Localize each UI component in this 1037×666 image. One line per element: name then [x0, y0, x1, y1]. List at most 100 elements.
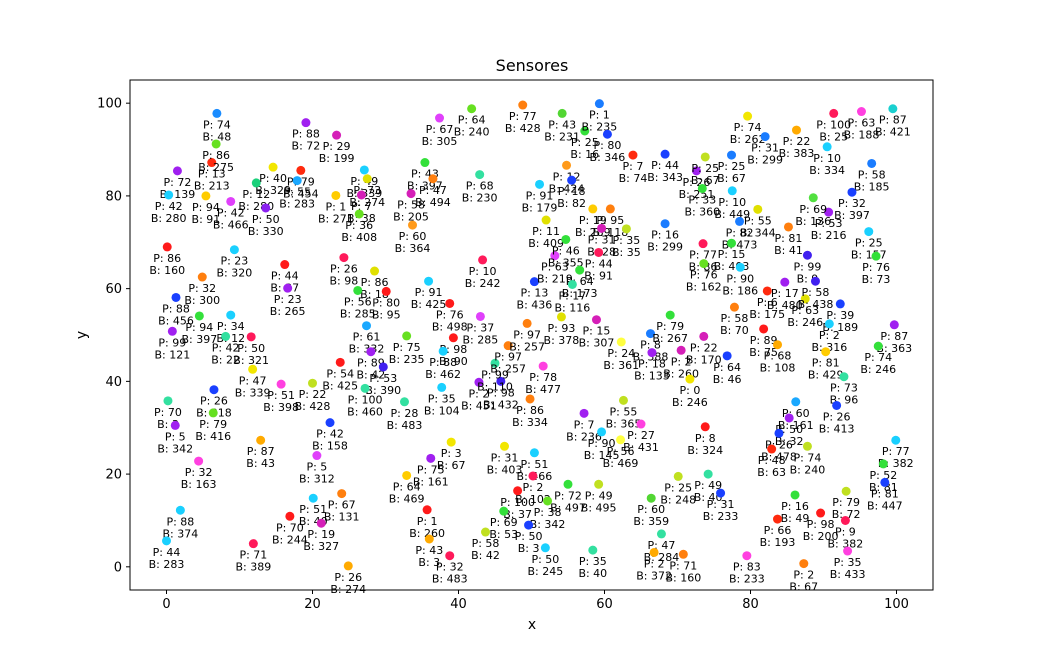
point-marker — [522, 318, 532, 328]
point-label-p: P: 1 — [589, 109, 610, 122]
point-marker — [402, 331, 412, 341]
point-marker — [556, 312, 566, 322]
point-marker — [426, 453, 436, 463]
data-point: P: 78B: 477 — [525, 361, 561, 396]
point-label-p: P: 50 — [531, 553, 559, 566]
point-label-b: B: 342 — [157, 442, 193, 455]
data-point: P: 71B: 389 — [235, 539, 271, 574]
point-marker — [567, 279, 577, 289]
data-point: P: 10B: 242 — [465, 255, 500, 290]
point-label-b: B: 179 — [522, 201, 558, 214]
point-label-p: P: 77 — [689, 249, 717, 262]
point-label-b: B: 408 — [341, 231, 377, 244]
point-label-b: B: 344 — [740, 226, 776, 239]
point-label-b: B: 38 — [347, 212, 376, 225]
data-point: P: 76B: 162 — [686, 259, 722, 294]
point-label-p: P: 53 — [369, 372, 397, 385]
point-label-p: P: 56 — [344, 295, 372, 308]
point-label-b: B: 330 — [248, 225, 284, 238]
data-point: P: 40B: 329 — [255, 162, 291, 197]
point-label-p: P: 42 — [212, 341, 240, 354]
data-point: P: 98B: 200 — [803, 508, 838, 543]
point-label-b: B: 462 — [425, 368, 461, 381]
point-label-b: B: 397 — [834, 209, 870, 222]
point-label-b: B: 364 — [395, 242, 431, 255]
point-label-p: P: 42 — [316, 428, 344, 441]
point-label-b: B: 233 — [729, 573, 765, 586]
point-label-p: P: 58 — [858, 168, 886, 181]
data-point: P: 56B: 469 — [603, 435, 638, 470]
point-label-p: P: 51 — [520, 458, 548, 471]
data-point: P: 35B: 35 — [612, 224, 641, 259]
point-label-p: P: 76 — [862, 261, 890, 274]
point-marker — [700, 152, 710, 162]
point-marker — [871, 251, 881, 261]
data-point: P: 74B: 48 — [202, 108, 231, 143]
point-marker — [276, 379, 286, 389]
point-label-b: B: 397 — [181, 333, 217, 346]
point-label-p: P: 29 — [323, 140, 351, 153]
point-label-b: B: 429 — [808, 369, 844, 382]
point-label-b: B: 188 — [844, 129, 880, 142]
data-point: P: 54B: 425 — [322, 357, 358, 392]
point-label-b: B: 327 — [303, 540, 339, 553]
data-point: P: 31B: 403 — [487, 441, 522, 476]
point-label-p: P: 53 — [815, 217, 843, 230]
point-marker — [700, 422, 710, 432]
data-point: P: 2B: 67 — [789, 559, 818, 594]
point-marker — [435, 113, 445, 123]
point-label-p: P: 12 — [242, 188, 270, 201]
point-marker — [197, 272, 207, 282]
point-label-b: B: 300 — [184, 294, 220, 307]
point-label-p: P: 97 — [513, 328, 541, 341]
point-marker — [420, 158, 430, 168]
point-label-p: P: 43 — [415, 544, 443, 557]
data-point: P: 37B: 285 — [463, 311, 498, 346]
point-label-b: B: 216 — [811, 229, 847, 242]
x-tick-label: 100 — [884, 597, 909, 612]
point-marker — [171, 292, 181, 302]
point-label-p: P: 60 — [399, 230, 427, 243]
point-label-b: B: 299 — [747, 154, 783, 167]
data-point: P: 26B: 413 — [819, 400, 855, 435]
point-marker — [362, 321, 372, 331]
point-label-p: P: 80 — [372, 296, 400, 309]
point-marker — [331, 190, 341, 200]
point-label-b: B: 409 — [528, 237, 564, 250]
point-label-p: P: 50 — [515, 530, 543, 543]
point-marker — [337, 489, 347, 499]
point-label-p: P: 55 — [610, 405, 638, 418]
point-marker — [703, 469, 713, 479]
point-marker — [753, 204, 763, 214]
point-marker — [816, 508, 826, 518]
point-label-p: P: 91 — [526, 189, 554, 202]
point-label-b: B: 236 — [566, 430, 602, 443]
data-point: P: 90B: 186 — [722, 262, 758, 297]
point-label-b: B: 67 — [789, 581, 818, 594]
point-marker — [499, 441, 509, 451]
point-label-b: B: 466 — [213, 218, 249, 231]
point-marker — [774, 428, 784, 438]
point-marker — [790, 490, 800, 500]
point-label-p: P: 70 — [276, 521, 304, 534]
point-marker — [172, 166, 182, 176]
data-point: P: 8B: 324 — [687, 422, 723, 457]
data-point: P: 0B: 246 — [672, 374, 708, 409]
data-point: P: 55B: 344 — [740, 204, 776, 239]
point-marker — [399, 397, 409, 407]
point-label-b: B: 72 — [292, 140, 321, 153]
point-label-p: P: 67 — [426, 123, 454, 136]
point-label-p: P: 8 — [695, 432, 716, 445]
point-marker — [339, 253, 349, 263]
data-point: P: 97B: 257 — [490, 341, 526, 376]
point-label-p: P: 100 — [348, 393, 383, 406]
point-marker — [888, 104, 898, 114]
point-label-p: P: 69 — [490, 516, 518, 529]
data-point: P: 63B: 188 — [844, 107, 880, 142]
point-label-b: B: 342 — [530, 518, 566, 531]
y-tick-label: 100 — [97, 97, 122, 112]
point-label-p: P: 86 — [361, 276, 389, 289]
point-label-p: P: 81 — [775, 232, 803, 245]
point-marker — [867, 158, 877, 168]
